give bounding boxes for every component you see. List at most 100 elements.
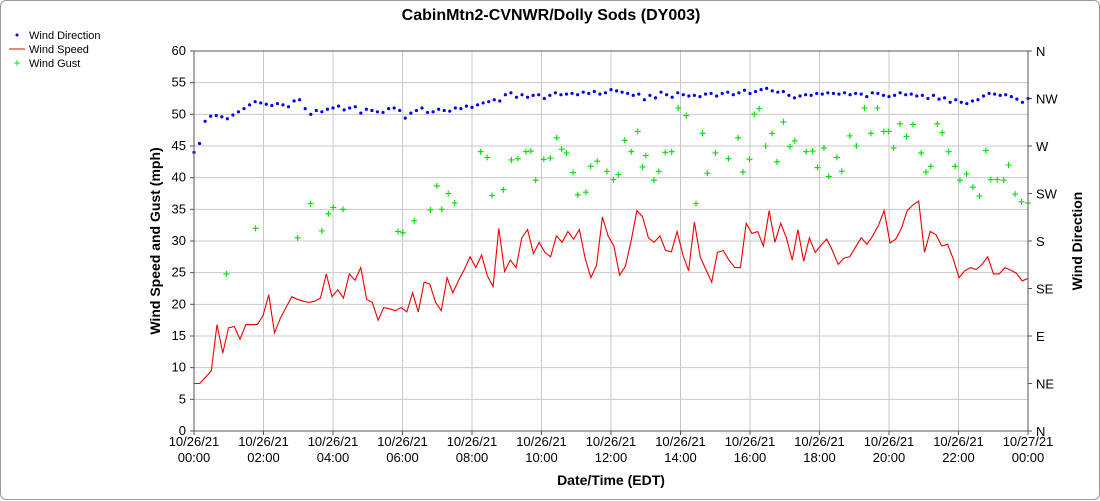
x-tick-date: 10/26/21 [933,434,984,449]
wind-gust-marker [484,154,491,161]
y-axis-label: Wind Speed and Gust (mph) [147,147,163,334]
wind-direction-point [448,109,452,113]
wind-direction-point [576,93,580,97]
x-tick-time: 00:00 [178,450,211,465]
wind-gust-series [223,105,1031,277]
wind-direction-point [214,114,218,118]
wind-direction-point [915,94,919,98]
wind-direction-point [1009,95,1013,99]
x-tick-time: 04:00 [317,450,350,465]
wind-direction-point [937,97,941,101]
wind-direction-point [765,86,769,90]
wind-direction-point [498,99,502,103]
wind-direction-point [292,99,296,103]
wind-direction-point [314,108,318,113]
wind-direction-point [509,91,513,95]
wind-gust-marker [610,176,617,183]
wind-gust-marker [945,148,952,155]
wind-direction-point [926,96,930,101]
x-tick-time: 08:00 [456,450,489,465]
wind-direction-point [209,114,213,118]
y2-tick-label: NE [1036,377,1054,392]
wind-direction-point [248,103,252,107]
wind-direction-point [242,107,246,111]
wind-gust-marker [395,228,402,235]
wind-direction-point [475,103,480,107]
wind-direction-point [993,92,997,96]
wind-gust-marker [223,270,230,277]
wind-gust-marker [339,206,346,213]
wind-direction-point [542,96,546,101]
legend: Wind Direction Wind Speed + Wind Gust [9,30,101,70]
wind-direction-point [381,110,385,115]
wind-direction-point [876,91,880,96]
wind-direction-point [820,92,824,96]
y-tick-label: 50 [172,106,186,121]
x-tick-time: 14:00 [664,450,697,465]
wind-direction-point [437,107,441,111]
wind-direction-point [776,90,780,94]
wind-gust-marker [903,133,910,140]
y2-tick-label: N [1036,44,1045,59]
wind-gust-marker [587,163,594,170]
x-tick-date: 10/26/21 [238,434,289,449]
y2-tick-label: NW [1036,92,1058,107]
wind-direction-point [898,91,902,95]
y-tick-label: 30 [172,233,186,248]
legend-gust-label: Wind Gust [29,58,80,70]
wind-gust-marker [910,121,917,128]
wind-direction-point [614,89,619,93]
wind-direction-point [692,93,697,97]
wind-direction-point [931,93,936,97]
wind-direction-point [742,88,747,92]
wind-speed-line [194,200,1029,385]
wind-direction-point [920,93,924,97]
wind-direction-point [270,103,274,108]
wind-direction-point [981,94,986,98]
wind-gust-marker [994,176,1001,183]
wind-direction-point [375,110,380,114]
wind-direction-point [709,91,713,96]
x-tick-time: 02:00 [247,450,280,465]
wind-direction-point [870,91,874,95]
wind-direction-point [581,90,585,94]
wind-direction-point [331,106,335,110]
wind-direction-point [720,91,724,96]
wind-gust-marker [952,163,959,170]
wind-direction-point [520,93,524,97]
wind-gust-marker [427,206,434,213]
wind-direction-point [336,104,341,108]
wind-direction-point [642,98,646,102]
wind-gust-marker [704,170,711,177]
wind-direction-point [298,98,302,102]
wind-gust-marker [861,105,868,111]
wind-gust-marker [675,105,682,111]
wind-direction-point [609,88,613,92]
wind-gust-marker [639,163,646,170]
wind-direction-point [526,95,530,99]
x-tick-time: 18:00 [803,450,836,465]
wind-direction-point [970,99,975,103]
wind-gust-marker [508,156,515,163]
wind-gust-marker [634,128,641,135]
wind-gust-marker [735,134,742,141]
wind-direction-point [781,89,785,94]
wind-gust-marker [621,137,628,144]
wind-gust-marker [693,200,700,207]
x-tick-date: 10/26/21 [864,434,915,449]
wind-gust-marker [662,149,669,156]
x-tick-time: 06:00 [386,450,419,465]
wind-gust-marker [809,148,816,155]
y-tick-label: 40 [172,170,186,185]
wind-direction-point [854,91,858,96]
wind-direction-point [631,93,635,97]
wind-direction-point [1004,93,1008,97]
wind-gust-marker [969,184,976,191]
wind-gust-marker [739,168,746,175]
wind-gust-marker [846,132,853,139]
wind-gust-marker [918,149,925,156]
wind-direction-point [637,92,641,96]
wind-gust-marker [853,143,860,149]
